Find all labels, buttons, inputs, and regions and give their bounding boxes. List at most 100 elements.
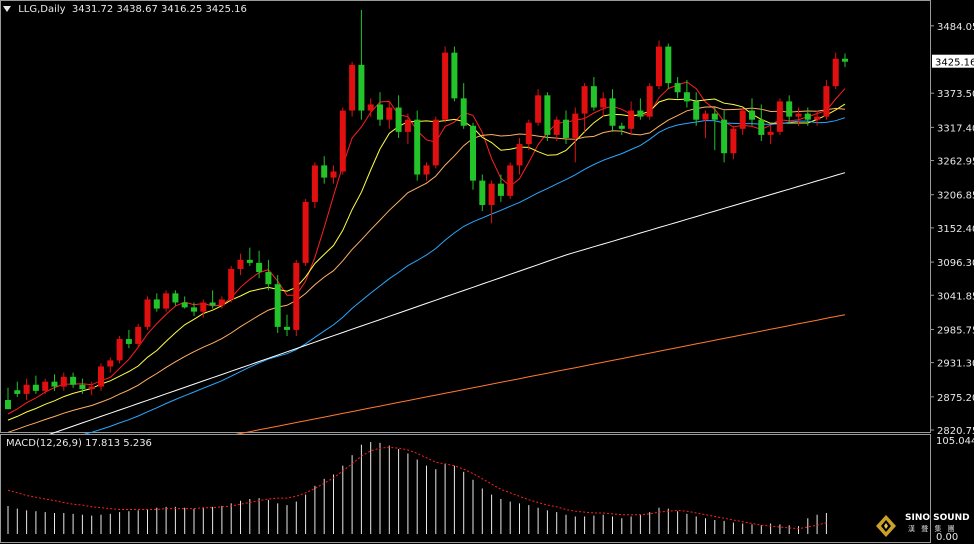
candlesticks: [5, 10, 848, 410]
candle-body: [776, 101, 783, 132]
price-tick-label: 3206.85: [937, 191, 974, 202]
price-axis: 3484.05 3373.50 3317.40 3262.95 3206.85 3152.…: [930, 22, 974, 434]
candle-body: [823, 86, 830, 117]
price-chart-frame: [0, 0, 931, 433]
candle-body: [804, 113, 811, 120]
dropdown-triangle-icon[interactable]: [3, 6, 11, 12]
candle-body: [414, 119, 421, 175]
candle-body: [358, 64, 365, 111]
ma250-line: [235, 314, 846, 434]
candle-body: [590, 86, 597, 108]
candle-body: [302, 201, 309, 263]
logo-subtitle: 漢 聲 集 團: [908, 525, 957, 533]
candle-body: [507, 165, 514, 196]
candle-body: [42, 381, 49, 391]
candle-body: [144, 299, 151, 327]
candle-body: [609, 98, 616, 126]
candle-body: [79, 384, 86, 390]
candle-body: [32, 384, 39, 391]
price-tick-label: 3484.05: [937, 22, 974, 33]
macd-bottom-tick: 0.00: [936, 532, 958, 543]
ma10-line: [7, 98, 846, 421]
candle-body: [842, 58, 848, 62]
candle-body: [656, 46, 662, 87]
candle-body: [395, 107, 402, 132]
ma5-line: [7, 81, 846, 415]
candle-body: [674, 83, 681, 93]
price-tick-label: 3041.85: [937, 291, 974, 302]
candle-body: [432, 119, 439, 166]
price-tick-label: 3152.40: [937, 224, 974, 235]
candle-body: [563, 119, 569, 138]
symbol-header: LLG,Daily 3431.72 3438.67 3416.25 3425.1…: [3, 4, 247, 15]
candle-body: [135, 326, 142, 344]
candle-body: [470, 125, 476, 181]
candle-body: [125, 339, 132, 344]
candle-body: [209, 302, 216, 306]
price-tick-label: 2820.75: [937, 426, 974, 434]
candle-body: [367, 104, 374, 111]
candle-body: [618, 125, 625, 129]
candle-body: [683, 92, 690, 102]
candle-body: [637, 110, 644, 117]
candle-body: [256, 262, 263, 273]
candle-body: [832, 58, 839, 87]
candle-body: [321, 165, 328, 178]
candle-body: [479, 180, 486, 205]
candle-body: [246, 259, 253, 263]
candle-body: [535, 95, 542, 123]
candle-body: [23, 384, 30, 394]
candle-body: [711, 113, 718, 120]
candle-body: [107, 360, 114, 367]
macd-chart[interactable]: 105.044 0.00: [0, 434, 974, 544]
candle-body: [404, 119, 411, 132]
current-price-label: 3425.16: [935, 58, 974, 69]
candle-body: [702, 113, 709, 120]
candle-body: [191, 307, 197, 312]
candle-body: [814, 116, 821, 120]
candle-body: [749, 110, 755, 120]
macd-label: MACD(12,26,9) 17.813 5.236: [6, 438, 152, 449]
candle-body: [200, 302, 207, 312]
candle-body: [163, 293, 170, 309]
candle-body: [451, 52, 458, 99]
candle-body: [553, 119, 560, 135]
price-tick-label: 3096.30: [937, 258, 974, 269]
candle-body: [795, 113, 802, 117]
candle-body: [293, 262, 300, 330]
candle-body: [423, 165, 430, 175]
candle-body: [70, 376, 77, 385]
candle-body: [311, 165, 318, 202]
candle-body: [339, 110, 346, 172]
candle-body: [349, 64, 356, 111]
candle-body: [386, 107, 393, 120]
candle-body: [739, 110, 746, 129]
candle-body: [758, 119, 765, 135]
moving-average-lines: [7, 81, 846, 434]
candle-body: [153, 299, 160, 309]
candle-body: [237, 259, 244, 269]
ohlc-values: 3431.72 3438.67 3416.25 3425.16: [71, 4, 247, 15]
candle-body: [181, 302, 188, 308]
candle-body: [497, 183, 504, 196]
candle-body: [442, 52, 449, 120]
candle-body: [98, 366, 104, 387]
price-chart[interactable]: 3484.05 3373.50 3317.40 3262.95 3206.85 3152.…: [0, 0, 974, 434]
price-tick-label: 2931.30: [937, 359, 974, 370]
candle-body: [665, 46, 672, 84]
candle-body: [88, 386, 95, 390]
candle-body: [525, 122, 532, 145]
candle-body: [693, 101, 700, 120]
ma120-line: [48, 172, 846, 434]
current-price-marker: [932, 54, 974, 68]
price-tick-label: 3373.50: [937, 89, 974, 100]
candle-body: [274, 284, 281, 327]
candle-body: [488, 183, 495, 205]
price-tick-label: 3317.40: [937, 123, 974, 134]
candle-body: [767, 131, 774, 135]
candle-body: [5, 399, 11, 410]
candle-body: [51, 381, 58, 387]
candle-body: [646, 86, 653, 117]
macd-histogram: [7, 442, 827, 534]
candle-body: [228, 268, 235, 300]
